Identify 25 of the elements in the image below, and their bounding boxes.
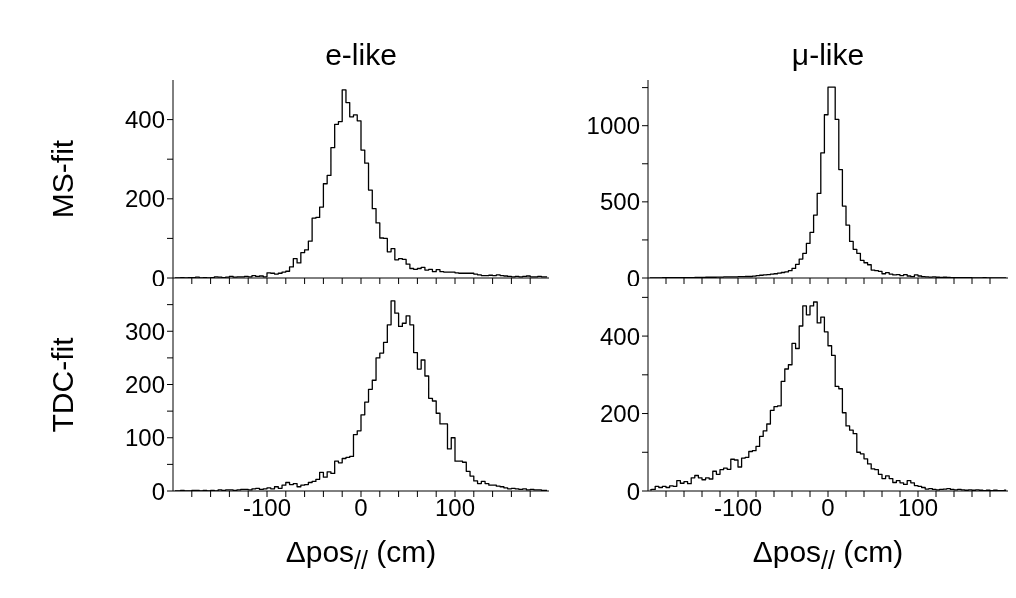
x-axis-title: Δpos$_{//}$ (cm) (285, 535, 437, 575)
y-tick-label: 1000 (586, 112, 640, 140)
y-tick-label: 0 (626, 477, 640, 505)
x-axis-title: Δpos$_{//}$ (cm) (752, 535, 904, 575)
y-tick-label: 500 (599, 188, 640, 216)
y-tick-label: 400 (599, 322, 640, 350)
y-tick-label: 400 (124, 106, 165, 134)
y-tick-label: 300 (124, 317, 165, 345)
x-tick-label: 100 (897, 494, 939, 522)
y-tick-label: 0 (151, 264, 165, 292)
chart-title: μ-like (791, 38, 865, 72)
chart-title: e-like (325, 38, 397, 72)
y-tick-label: 100 (124, 424, 165, 452)
y-tick-label: 0 (151, 477, 165, 505)
y-tick-label: 200 (599, 400, 640, 428)
x-tick-label: -100 (242, 494, 292, 522)
x-tick-label: 100 (434, 494, 476, 522)
y-tick-label: 200 (124, 371, 165, 399)
y-axis-title: TDC-fit (46, 337, 80, 432)
y-axis-title: MS-fit (46, 139, 80, 219)
x-tick-label: -100 (713, 494, 763, 522)
x-tick-label: 0 (821, 494, 835, 522)
y-tick-label: 200 (124, 185, 165, 213)
x-tick-label: 0 (354, 494, 368, 522)
y-tick-label: 0 (626, 264, 640, 292)
